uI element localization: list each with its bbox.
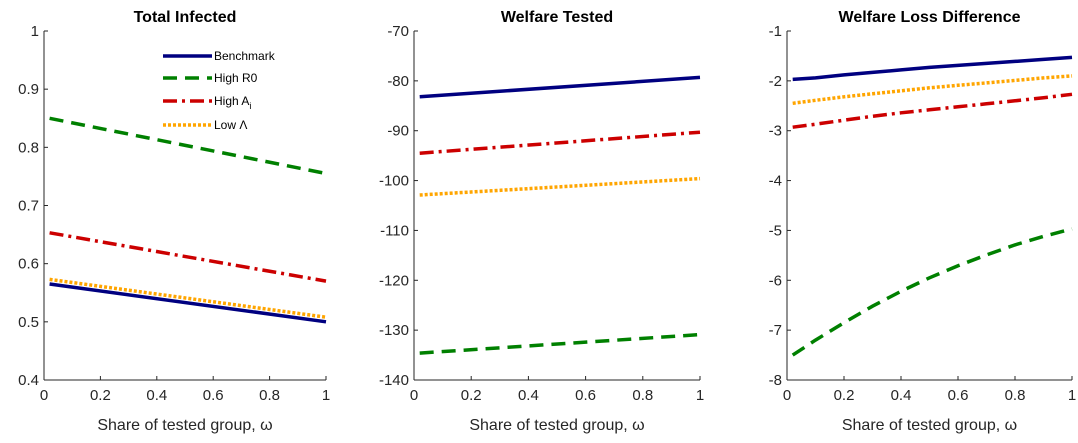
y-tick-label: -2: [769, 73, 782, 90]
y-tick-label: -1: [769, 23, 782, 40]
x-tick-label: 0.2: [90, 387, 111, 404]
legend-label-high-a-i: High Ai: [214, 94, 251, 111]
series-line-benchmark: [419, 75, 701, 99]
y-tick-label: -7: [769, 322, 782, 339]
y-tick-label: -140: [379, 372, 409, 389]
legend-label-high-r0: High R0: [214, 71, 258, 85]
x-tick-label: 0.8: [1005, 387, 1026, 404]
series-line-low: [419, 176, 701, 197]
panel-welfare-loss-difference: Welfare Loss Difference -8 -7 -6 -5 -4 -3 -2 -1 0…: [769, 9, 1077, 434]
y-tick-label: -4: [769, 173, 782, 190]
series-line-benchmark: [792, 55, 1073, 82]
chart-title: Total Infected: [134, 9, 237, 26]
y-tick-label: -100: [379, 173, 409, 190]
series-line-low: [49, 277, 327, 319]
series-line-high-r0: [419, 332, 701, 355]
panel-total-infected: Total Infected 0.4 0.5 0.6 0.7 0.8 0.9 1 0 0.2 0.4…: [18, 9, 330, 434]
series-line-low: [792, 74, 1073, 106]
y-tick-label: -70: [387, 23, 409, 40]
x-tick-label: 0.8: [632, 387, 653, 404]
y-tick-label: 0.5: [18, 314, 39, 331]
x-tick-label: 0.8: [259, 387, 280, 404]
x-tick-label: 0.6: [575, 387, 596, 404]
y-tick-label: 0.8: [18, 139, 39, 156]
y-tick-label: 0.4: [18, 372, 39, 389]
y-tick-label: 1: [31, 23, 39, 40]
y-tick-label: 0.9: [18, 81, 39, 98]
x-tick-label: 0.4: [891, 387, 912, 404]
chart-title: Welfare Loss Difference: [839, 9, 1021, 26]
series-line-high-a-i: [49, 231, 327, 283]
x-axis-label: Share of tested group, ω: [469, 417, 644, 434]
panel-welfare-tested: Welfare Tested -140 -130 -120 -110 -100 -90 -80…: [379, 9, 704, 434]
x-tick-label: 0.6: [203, 387, 224, 404]
y-tick-label: -5: [769, 222, 782, 239]
chart-title: Welfare Tested: [501, 9, 613, 26]
x-tick-label: 0: [410, 387, 418, 404]
series-line-high-r0: [49, 116, 327, 176]
series-line-high-r0: [791, 227, 1073, 357]
y-tick-label: -120: [379, 272, 409, 289]
x-tick-label: 0.6: [948, 387, 969, 404]
legend-label-low: Low Λ: [214, 118, 247, 132]
x-tick-label: 0: [783, 387, 791, 404]
y-tick-label: -3: [769, 123, 782, 140]
y-tick-label: -110: [380, 222, 409, 239]
y-tick-label: -6: [769, 272, 782, 289]
x-tick-label: 0.4: [146, 387, 167, 404]
x-tick-label: 0.4: [518, 387, 539, 404]
x-tick-label: 0.2: [461, 387, 482, 404]
x-tick-label: 1: [696, 387, 704, 404]
legend: Benchmark High R0 High Ai Low Λ: [163, 49, 276, 132]
series-line-high-a-i: [792, 92, 1073, 129]
legend-label-benchmark: Benchmark: [214, 49, 276, 63]
x-axis-label: Share of tested group, ω: [97, 417, 272, 434]
x-axis-label: Share of tested group, ω: [842, 417, 1017, 434]
x-tick-label: 1: [1068, 387, 1076, 404]
y-tick-label: 0.6: [18, 256, 39, 273]
y-tick-label: -80: [387, 73, 409, 90]
y-tick-label: -8: [769, 372, 782, 389]
y-tick-label: -90: [387, 123, 409, 140]
series-line-benchmark: [49, 282, 327, 324]
x-tick-label: 1: [322, 387, 330, 404]
x-tick-label: 0.2: [834, 387, 855, 404]
series-line-high-a-i: [419, 130, 701, 155]
x-tick-label: 0: [40, 387, 48, 404]
y-tick-label: -130: [379, 322, 409, 339]
y-tick-label: 0.7: [18, 198, 39, 215]
